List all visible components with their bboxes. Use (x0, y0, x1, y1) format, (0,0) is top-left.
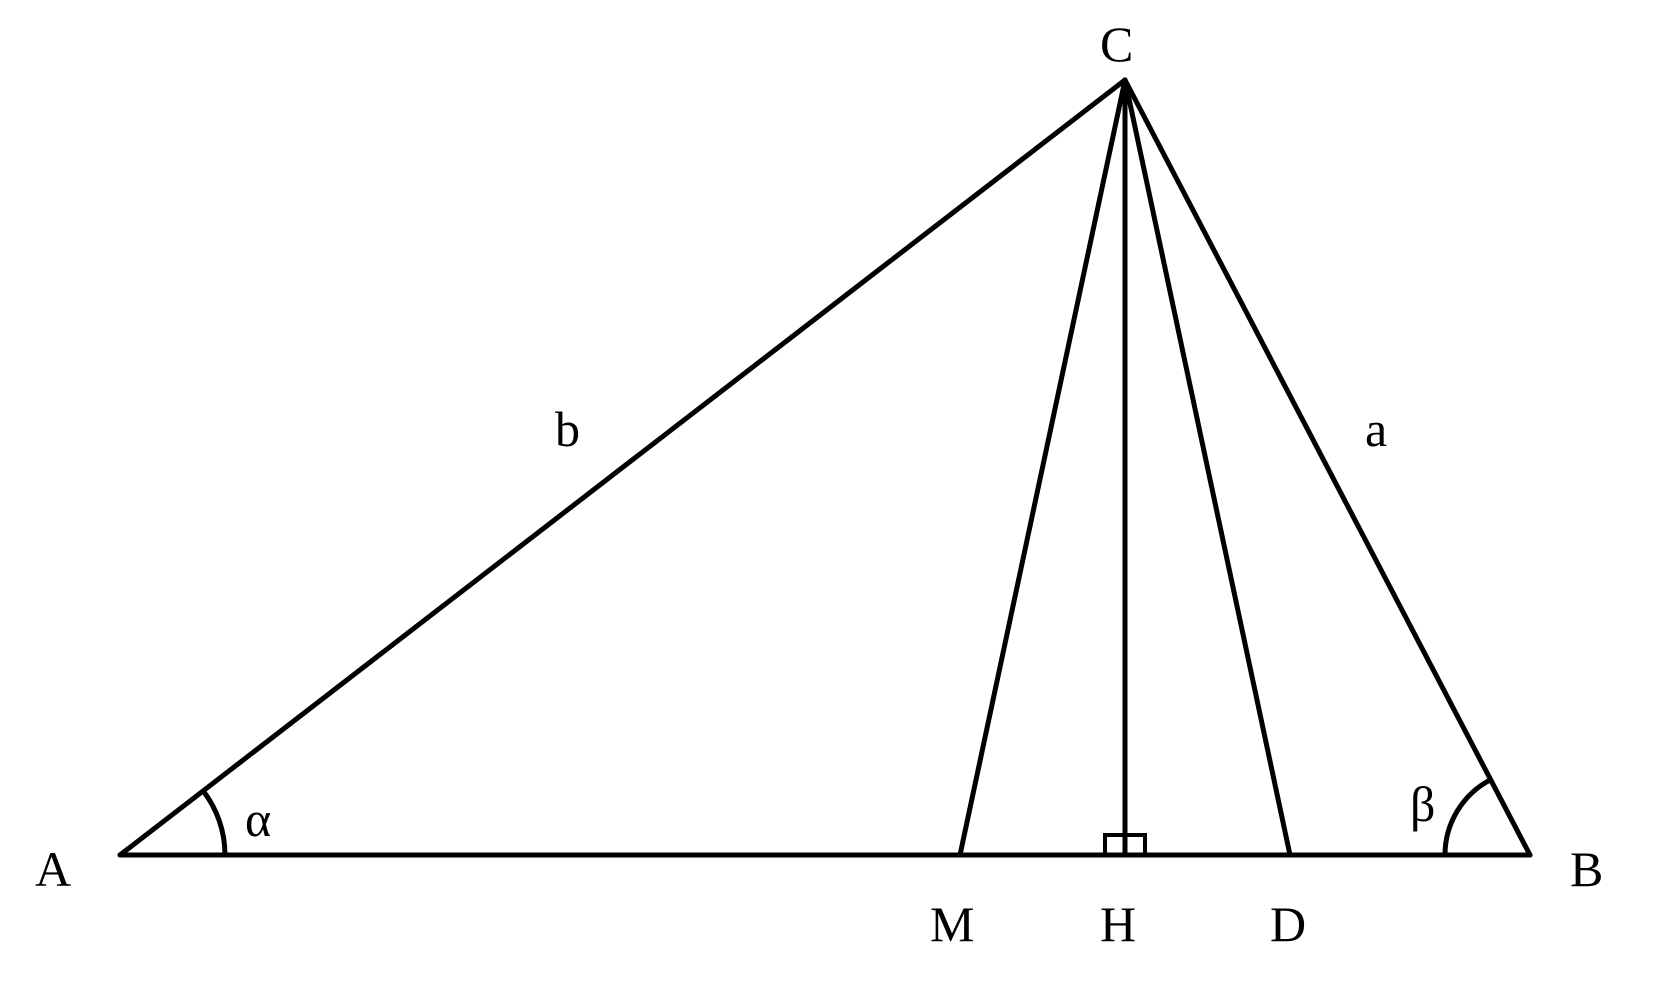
side-label-a: a (1365, 400, 1387, 458)
vertex-label-C: C (1100, 15, 1133, 73)
angle-arc-beta (1445, 780, 1491, 855)
side-label-b: b (555, 400, 580, 458)
edge-cevian-CM (960, 80, 1125, 855)
edge-side-a (1125, 80, 1530, 855)
vertex-label-M: M (930, 895, 974, 953)
vertex-label-B: B (1570, 840, 1603, 898)
vertex-label-D: D (1270, 895, 1306, 953)
edge-cevian-CD (1125, 80, 1290, 855)
vertex-label-A: A (35, 840, 71, 898)
angle-label-beta: β (1410, 775, 1435, 833)
vertex-label-H: H (1100, 895, 1136, 953)
angle-arc-alpha (203, 791, 225, 855)
angle-label-alpha: α (245, 790, 271, 848)
edge-side-b (120, 80, 1125, 855)
